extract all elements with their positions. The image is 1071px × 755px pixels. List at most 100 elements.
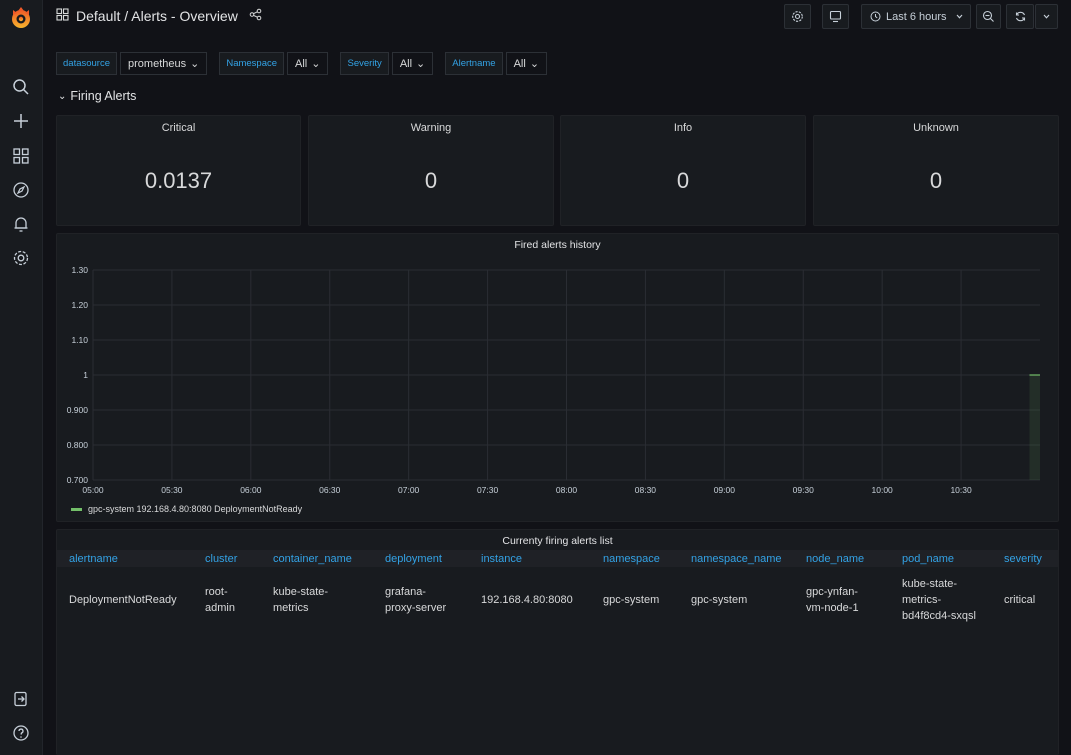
panel-title: Currenty firing alerts list [502,535,613,547]
variable-value: All [399,57,413,70]
graph-panel-fired-alerts-history[interactable]: Fired alerts history 1.30 1.20 1.10 1 0.900 0… [56,233,1059,522]
variable-select-severity[interactable]: All ⌄ [391,52,434,75]
variable-value: All [513,57,526,70]
x-tick-label: 06:00 [240,485,262,495]
breadcrumb: Default / Alerts - Overview [56,8,262,24]
column-header[interactable]: container_name [261,550,373,567]
dashboard-settings-button[interactable] [784,4,811,29]
gear-icon [792,11,803,22]
time-picker-button[interactable]: Last 6 hours [861,4,971,29]
top-bar: Default / Alerts - Overview Last 6 hours [43,0,1071,36]
share-icon[interactable] [249,8,262,24]
stat-value: 0.0137 [144,168,213,193]
page-title[interactable]: Default / Alerts - Overview [76,8,238,24]
refresh-interval-dropdown[interactable] [1035,4,1058,29]
x-tick-label: 08:30 [635,485,657,495]
x-tick-label: 09:30 [793,485,815,495]
table-cell: gpc-ynfan-vm-node-1 [806,586,859,614]
sidebar [0,0,43,755]
table-cell: critical [1004,594,1036,606]
variable-label-namespace: Namespace [219,52,285,75]
y-tick-label: 1.10 [71,335,88,345]
legend-label: gpc-system 192.168.4.80:8080 DeploymentN… [88,504,303,514]
grafana-logo-icon[interactable] [8,5,34,31]
stat-panel-critical[interactable]: Critical 0.0137 [56,115,301,226]
table-header-row: alertname cluster container_name deploym… [57,550,1058,567]
stat-title: Unknown [913,122,959,134]
chevron-down-icon: ⌄ [529,58,540,70]
chevron-down-icon: ⌄ [416,58,426,70]
table-cell: gpc-system [603,594,660,606]
x-tick-label: 05:00 [82,485,104,495]
chevron-down-icon [956,14,963,19]
explore-icon[interactable] [10,179,32,201]
column-header[interactable]: pod_name [890,550,992,567]
x-tick-label: 07:30 [477,485,499,495]
clock-icon [870,11,881,22]
column-header[interactable]: deployment [373,550,469,567]
variable-value: All [295,57,308,70]
cycle-view-mode-button[interactable] [822,4,849,29]
table-panel-firing-alerts[interactable]: Currenty firing alerts list alertname cl… [56,529,1059,755]
column-header[interactable]: namespace_name [679,550,794,567]
y-tick-label: 1 [83,370,88,380]
legend-swatch [71,507,82,511]
plus-icon[interactable] [10,110,32,132]
table-cell: gpc-system [691,594,748,606]
chevron-down-icon: ⌄ [58,90,67,102]
stat-panel-unknown[interactable]: Unknown 0 [813,115,1059,226]
chevron-down-icon: ⌄ [311,58,321,70]
y-tick-label: 1.30 [71,265,88,275]
y-tick-label: 1.20 [71,300,88,310]
stat-panel-info[interactable]: Info 0 [560,115,806,226]
variable-label-severity: Severity [340,52,389,75]
column-header[interactable]: alertname [57,550,193,567]
search-icon[interactable] [10,76,32,98]
zoom-out-icon [982,10,994,22]
x-tick-label: 05:30 [161,485,183,495]
row-title: Firing Alerts [70,89,137,103]
x-tick-label: 07:00 [398,485,420,495]
sign-out-icon[interactable] [10,688,32,710]
time-range-label: Last 6 hours [886,10,947,23]
refresh-button[interactable] [1006,4,1034,29]
legend-item[interactable]: gpc-system 192.168.4.80:8080 DeploymentN… [71,504,302,514]
table-row[interactable]: DeploymentNotReady root-admin kube-state… [57,567,1058,633]
alerting-icon[interactable] [10,213,32,235]
y-tick-label: 0.700 [67,475,89,485]
stat-title: Info [673,122,693,134]
variable-select-namespace[interactable]: All ⌄ [287,52,329,75]
x-tick-label: 09:00 [714,485,736,495]
stat-value: 0 [929,168,943,193]
dashboards-icon[interactable] [10,145,32,167]
zoom-out-button[interactable] [976,4,1001,29]
table-cell: kube-state-metrics-bd4f8cd4-sxqsl [902,578,976,622]
column-header[interactable]: severity [992,550,1058,567]
x-tick-label: 10:30 [950,485,972,495]
table-cell: DeploymentNotReady [69,594,177,606]
table-cell: root-admin [205,586,235,614]
stat-value: 0 [424,168,438,193]
stat-title: Critical [161,122,196,134]
chevron-down-icon: ⌄ [190,58,200,70]
help-icon[interactable] [10,722,32,744]
stat-title: Warning [410,122,452,134]
variable-label-alertname: Alertname [445,52,503,75]
column-header[interactable]: cluster [193,550,261,567]
chevron-down-icon [1043,14,1050,19]
settings-icon[interactable] [10,247,32,269]
variable-value: prometheus [128,57,187,70]
monitor-icon [829,10,842,23]
column-header[interactable]: node_name [794,550,890,567]
variables-bar: datasource prometheus ⌄ Namespace All ⌄ Se… [56,51,559,76]
variable-select-alertname[interactable]: All ⌄ [505,52,548,75]
y-tick-label: 0.900 [67,405,89,415]
stat-panel-warning[interactable]: Warning 0 [308,115,554,226]
stat-value: 0 [676,168,690,193]
row-header-firing-alerts[interactable]: ⌄ Firing Alerts [58,89,136,103]
column-header[interactable]: instance [469,550,591,567]
variable-select-datasource[interactable]: prometheus ⌄ [120,52,208,75]
x-tick-label: 08:00 [556,485,578,495]
column-header[interactable]: namespace [591,550,679,567]
